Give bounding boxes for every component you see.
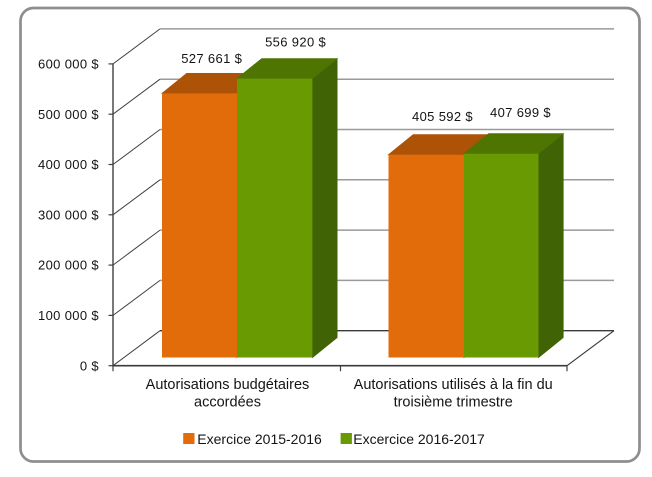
svg-text:200 000 $: 200 000 $ xyxy=(38,258,99,273)
svg-text:407 699 $: 407 699 $ xyxy=(490,105,551,120)
svg-text:300 000 $: 300 000 $ xyxy=(38,207,99,222)
svg-text:400 000 $: 400 000 $ xyxy=(38,157,99,172)
svg-text:100 000 $: 100 000 $ xyxy=(38,308,99,323)
svg-text:Autorisations budgétaires: Autorisations budgétaires xyxy=(146,377,310,393)
svg-text:Autorisations utilisés à la fi: Autorisations utilisés à la fin du xyxy=(354,377,553,393)
svg-text:405 592 $: 405 592 $ xyxy=(412,109,473,124)
svg-text:accordées: accordées xyxy=(194,394,261,410)
svg-text:556 920 $: 556 920 $ xyxy=(265,35,326,50)
svg-text:500 000 $: 500 000 $ xyxy=(38,107,99,122)
svg-text:Excercice 2016-2017: Excercice 2016-2017 xyxy=(353,431,485,447)
svg-text:0 $: 0 $ xyxy=(80,358,100,373)
svg-text:527 661 $: 527 661 $ xyxy=(181,51,242,66)
svg-text:troisième trimestre: troisième trimestre xyxy=(394,394,513,410)
svg-text:Exercice 2015-2016: Exercice 2015-2016 xyxy=(197,431,322,447)
svg-text:600 000 $: 600 000 $ xyxy=(38,57,99,72)
